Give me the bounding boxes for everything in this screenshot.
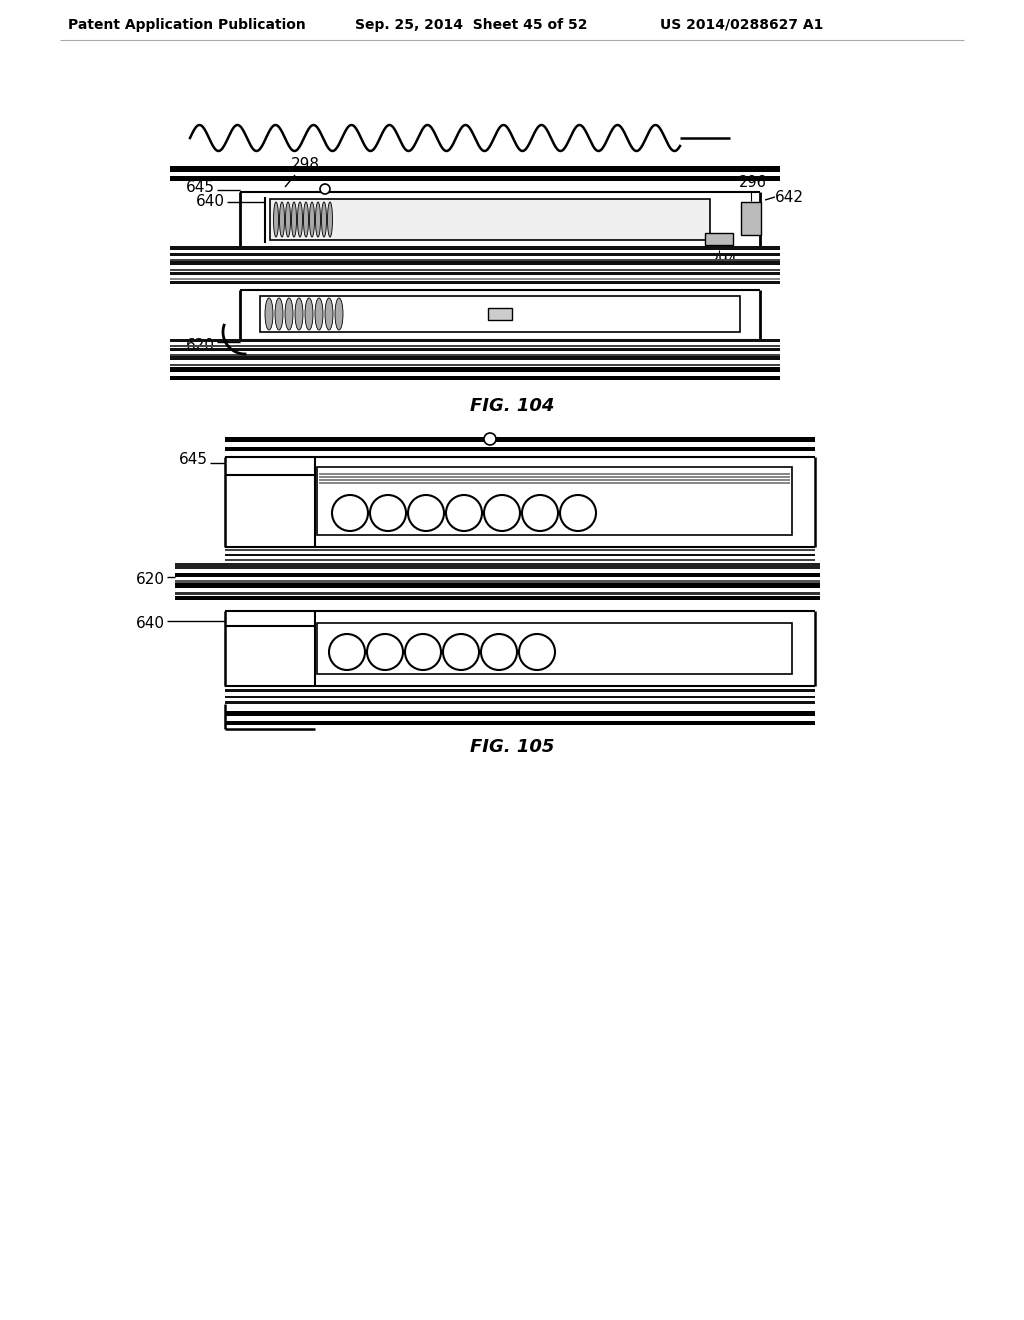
Ellipse shape (275, 298, 283, 330)
Ellipse shape (335, 298, 343, 330)
Ellipse shape (315, 202, 321, 238)
Bar (170, 348, 780, 351)
Bar (170, 354, 780, 356)
Bar (225, 437, 815, 442)
Circle shape (484, 495, 520, 531)
Ellipse shape (322, 202, 327, 238)
Text: 298: 298 (291, 157, 319, 172)
Bar (175, 564, 820, 569)
Ellipse shape (286, 202, 291, 238)
Circle shape (446, 495, 482, 531)
Text: 294: 294 (710, 253, 738, 268)
Bar (317, 467, 792, 535)
Ellipse shape (295, 298, 303, 330)
Bar (170, 345, 780, 347)
Bar (170, 272, 780, 275)
Bar (225, 721, 815, 725)
Ellipse shape (325, 298, 333, 330)
Bar (270, 199, 710, 240)
Text: 645: 645 (186, 180, 215, 194)
Ellipse shape (273, 202, 279, 238)
Text: US 2014/0288627 A1: US 2014/0288627 A1 (660, 18, 823, 32)
Text: FIG. 105: FIG. 105 (470, 738, 554, 756)
Bar (170, 367, 780, 372)
Ellipse shape (285, 298, 293, 330)
Bar (225, 558, 815, 561)
Bar (225, 447, 815, 451)
Circle shape (370, 495, 406, 531)
Bar (488, 308, 512, 319)
Ellipse shape (298, 202, 302, 238)
Ellipse shape (292, 202, 297, 238)
Bar (741, 202, 761, 235)
Bar (705, 234, 733, 246)
Bar (170, 176, 780, 181)
Ellipse shape (305, 298, 313, 330)
Bar (175, 591, 820, 595)
Bar (175, 579, 820, 583)
Bar (170, 269, 780, 271)
Bar (170, 339, 780, 342)
Circle shape (560, 495, 596, 531)
Circle shape (484, 433, 496, 445)
Bar (225, 701, 815, 704)
Circle shape (332, 495, 368, 531)
Bar (175, 573, 820, 577)
Bar (319, 479, 790, 480)
Circle shape (406, 634, 441, 671)
Text: 620: 620 (186, 338, 215, 352)
Bar (170, 364, 780, 366)
Text: 292: 292 (496, 209, 524, 224)
Bar (170, 259, 780, 261)
Ellipse shape (280, 202, 285, 238)
Text: 640: 640 (136, 615, 165, 631)
Text: 296: 296 (739, 176, 767, 190)
Text: 292: 292 (721, 467, 750, 483)
Bar (170, 279, 780, 280)
Ellipse shape (309, 202, 314, 238)
Bar (319, 482, 790, 484)
Bar (225, 554, 815, 556)
Bar (225, 696, 815, 698)
Circle shape (319, 183, 330, 194)
Circle shape (519, 634, 555, 671)
Bar (175, 583, 820, 587)
Circle shape (522, 495, 558, 531)
Bar (175, 597, 820, 601)
Bar (170, 253, 780, 256)
Circle shape (481, 634, 517, 671)
Bar (170, 261, 780, 265)
Bar (170, 281, 780, 284)
Bar (225, 689, 815, 692)
Bar (319, 473, 790, 475)
Bar (319, 477, 790, 478)
Text: 620: 620 (136, 572, 165, 586)
Bar (170, 376, 780, 380)
Circle shape (408, 495, 444, 531)
Bar (260, 296, 740, 333)
Text: Sep. 25, 2014  Sheet 45 of 52: Sep. 25, 2014 Sheet 45 of 52 (355, 18, 588, 32)
Bar (225, 711, 815, 715)
Bar (317, 623, 792, 675)
Bar (170, 356, 780, 360)
Circle shape (443, 634, 479, 671)
Text: FIG. 104: FIG. 104 (470, 397, 554, 414)
Circle shape (329, 634, 365, 671)
Bar (225, 549, 815, 550)
Bar (170, 166, 780, 172)
Circle shape (367, 634, 403, 671)
Ellipse shape (303, 202, 308, 238)
Text: 645: 645 (179, 453, 208, 467)
Bar (170, 246, 780, 249)
Ellipse shape (265, 298, 273, 330)
Text: 642: 642 (775, 190, 804, 205)
Text: 640: 640 (196, 194, 225, 210)
Ellipse shape (328, 202, 333, 238)
Text: Patent Application Publication: Patent Application Publication (68, 18, 306, 32)
Ellipse shape (315, 298, 323, 330)
Text: 298: 298 (577, 649, 606, 664)
